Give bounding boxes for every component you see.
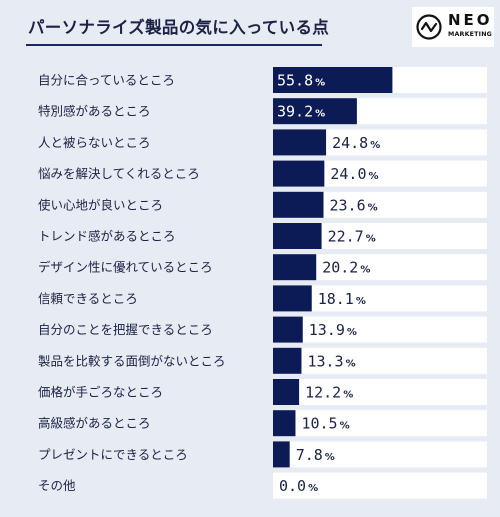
value-label: 39.2% <box>277 103 325 121</box>
category-label: その他 <box>38 478 76 493</box>
bar-track <box>273 347 487 374</box>
bar <box>273 441 290 468</box>
brand-logo: NEO MARKETING <box>412 7 494 47</box>
category-label: デザイン性に優れているところ <box>38 260 213 275</box>
category-label: 高級感があるところ <box>38 416 151 431</box>
bar <box>273 379 300 405</box>
logo-icon <box>416 14 442 40</box>
bar <box>273 129 327 156</box>
bar <box>273 191 324 218</box>
bar <box>273 285 312 312</box>
value-label: 13.9% <box>309 321 357 339</box>
category-label: プレゼントにできるところ <box>38 447 188 462</box>
category-label: トレンド感があるところ <box>38 229 176 244</box>
category-label: 価格が手ごろなところ <box>38 385 163 400</box>
category-label: 自分のことを把握できるところ <box>38 322 213 337</box>
value-label: 24.8% <box>332 134 380 152</box>
bar-track <box>273 379 487 405</box>
value-label: 10.5% <box>301 415 349 433</box>
value-label: 12.2% <box>305 384 353 402</box>
title-underline <box>26 44 322 46</box>
value-label: 22.7% <box>328 228 376 246</box>
bar <box>273 254 317 281</box>
bar-track <box>273 410 487 437</box>
logo-name: NEO <box>448 11 493 29</box>
logo-subtitle: MARKETING <box>448 31 493 38</box>
category-label: 人と被らないところ <box>38 135 151 150</box>
bar-track <box>273 472 487 499</box>
value-label: 13.3% <box>307 352 355 370</box>
bar <box>273 223 322 249</box>
bar <box>273 98 357 125</box>
value-label: 55.8% <box>277 72 325 90</box>
bar-track <box>273 316 487 343</box>
category-label: 使い心地が良いところ <box>38 197 163 212</box>
value-label: 7.8% <box>296 446 335 464</box>
bar <box>273 410 296 437</box>
chart-title: パーソナライズ製品の気に入っている点 <box>28 18 330 37</box>
category-label: 悩みを解決してくれるところ <box>38 166 200 181</box>
bar <box>273 316 303 343</box>
value-label: 18.1% <box>318 290 366 308</box>
value-label: 0.0% <box>279 477 318 495</box>
value-label: 23.6% <box>330 196 378 214</box>
category-label: 信頼できるところ <box>38 291 138 306</box>
value-label: 20.2% <box>322 259 370 277</box>
value-label: 24.0% <box>330 165 378 183</box>
category-label: 製品を比較する面倒がないところ <box>38 353 226 368</box>
bar <box>273 67 393 93</box>
category-label: 自分に合っているところ <box>38 73 175 88</box>
bar-track <box>273 441 487 468</box>
category-label: 特別感があるところ <box>38 104 151 119</box>
bar <box>273 160 325 187</box>
bar <box>273 347 302 374</box>
